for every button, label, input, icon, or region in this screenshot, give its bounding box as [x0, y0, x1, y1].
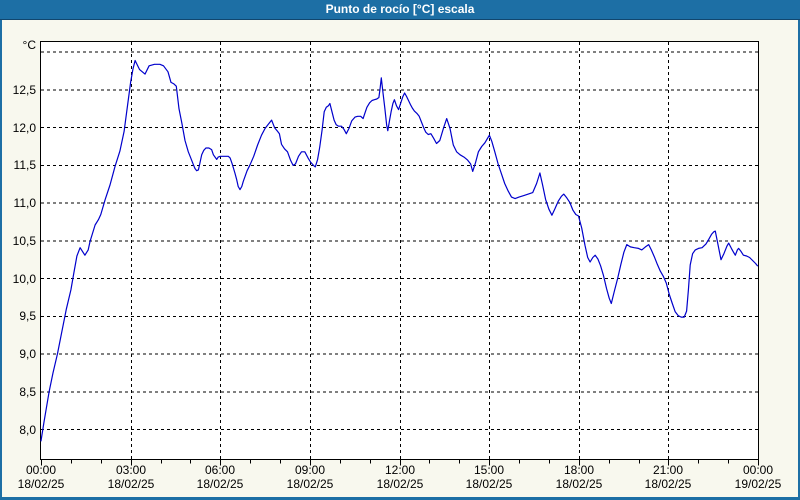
x-tick-date: 18/02/25 — [555, 477, 603, 491]
y-axis-tick-label: 9,5 — [19, 309, 36, 323]
y-axis-tick-label: 10,0 — [12, 272, 36, 286]
x-axis-tick-label: 18:00 18/02/25 — [544, 463, 614, 491]
x-axis-tick-label: 00:00 19/02/25 — [723, 463, 793, 491]
y-axis-unit-label: °C — [22, 38, 36, 52]
plot-frame — [40, 41, 759, 460]
x-tick-time: 21:00 — [652, 463, 684, 477]
x-tick-time: 18:00 — [563, 463, 595, 477]
y-axis-tick-label: 12,5 — [12, 83, 36, 97]
x-tick-date: 18/02/25 — [644, 477, 692, 491]
x-tick-date: 18/02/25 — [17, 477, 65, 491]
y-axis-tick-label: 10,5 — [12, 234, 36, 248]
x-axis-tick-label: 12:00 18/02/25 — [365, 463, 435, 491]
x-tick-date: 19/02/25 — [734, 477, 782, 491]
y-axis-tick-label: 8,0 — [19, 423, 36, 437]
x-tick-time: 15:00 — [473, 463, 505, 477]
x-tick-time: 12:00 — [384, 463, 416, 477]
chart-content: °C 12,5 12,0 11,5 11,0 10,5 10,0 9,5 9,0 8,5 8,0 … — [2, 20, 798, 497]
x-axis-tick-label: 00:00 18/02/25 — [6, 463, 76, 491]
x-tick-time: 03:00 — [115, 463, 147, 477]
x-tick-date: 18/02/25 — [376, 477, 424, 491]
x-axis-tick-label: 21:00 18/02/25 — [633, 463, 703, 491]
x-tick-time: 00:00 — [742, 463, 774, 477]
chart-title: Punto de rocío [°C] escala — [325, 2, 475, 16]
x-tick-time: 09:00 — [294, 463, 326, 477]
y-axis-tick-label: 9,0 — [19, 347, 36, 361]
x-axis-tick-label: 03:00 18/02/25 — [96, 463, 166, 491]
title-bar: Punto de rocío [°C] escala — [0, 0, 800, 20]
y-axis-tick-label: 8,5 — [19, 385, 36, 399]
x-tick-date: 18/02/25 — [465, 477, 513, 491]
y-axis-tick-label: 11,0 — [13, 196, 36, 210]
x-tick-time: 06:00 — [204, 463, 236, 477]
x-axis-tick-label: 15:00 18/02/25 — [454, 463, 524, 491]
dew-point-line — [40, 59, 759, 442]
x-tick-time: 00:00 — [25, 463, 57, 477]
x-axis-tick-label: 09:00 18/02/25 — [275, 463, 345, 491]
y-axis-tick-label: 11,5 — [13, 158, 36, 172]
y-axis-tick-label: 12,0 — [12, 121, 36, 135]
x-axis-tick-label: 06:00 18/02/25 — [185, 463, 255, 491]
x-tick-date: 18/02/25 — [196, 477, 244, 491]
plot-area[interactable] — [40, 41, 759, 467]
x-tick-date: 18/02/25 — [107, 477, 155, 491]
x-tick-date: 18/02/25 — [286, 477, 334, 491]
